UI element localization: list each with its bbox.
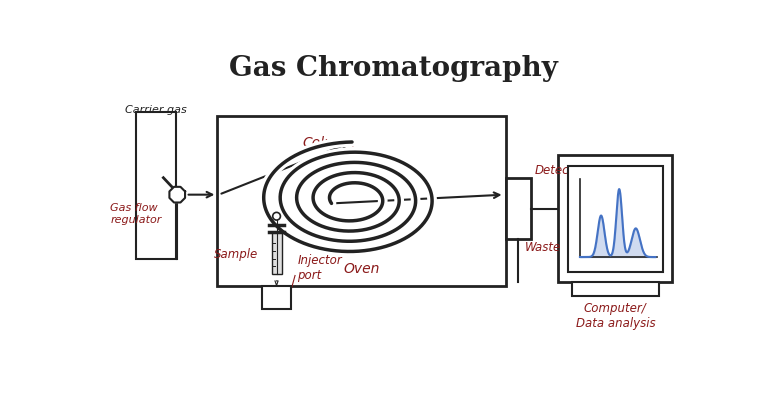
Bar [262,285,291,309]
Text: Oven: Oven [343,262,380,276]
Text: Gas flow
regulator: Gas flow regulator [111,203,161,225]
Text: Sample: Sample [214,248,258,261]
Text: Waste: Waste [525,241,561,253]
Bar [572,282,659,295]
Bar [558,155,672,282]
Text: Gas Chromatography: Gas Chromatography [229,54,558,81]
Bar [272,232,282,274]
Text: Detector: Detector [535,164,586,177]
Circle shape [273,212,280,220]
Polygon shape [170,187,185,202]
Bar [506,178,531,239]
Text: Injector
port: Injector port [297,254,342,282]
Text: Carrier gas: Carrier gas [124,104,187,114]
Bar [568,166,663,272]
Text: Computer/
Data analysis: Computer/ Data analysis [575,302,655,330]
Bar [136,112,176,259]
Text: Column: Column [303,136,356,150]
Bar [217,116,506,285]
